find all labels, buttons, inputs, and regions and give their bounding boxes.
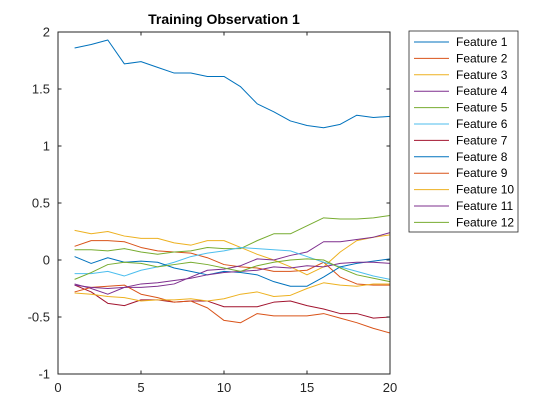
x-tick-label: 15 [300, 380, 314, 395]
legend-label: Feature 12 [456, 215, 514, 229]
series-layer [74, 39, 391, 334]
legend-label: Feature 9 [456, 166, 508, 180]
legend-label: Feature 8 [456, 150, 508, 164]
y-tick-label: 2 [43, 25, 50, 40]
series-line [74, 246, 391, 280]
chart-title: Training Observation 1 [148, 11, 300, 27]
series-line [74, 261, 391, 289]
x-tick-label: 0 [54, 380, 61, 395]
y-tick-label: -1 [38, 367, 50, 382]
series-line [74, 282, 390, 302]
series-line [74, 284, 391, 319]
legend-label: Feature 4 [456, 84, 508, 98]
legend-box [408, 30, 519, 233]
series-line [74, 215, 391, 255]
y-tick-label: 0 [43, 253, 50, 268]
y-tick-label: 1 [43, 139, 50, 154]
series-line [74, 39, 391, 129]
legend-label: Feature 6 [456, 117, 508, 131]
x-tick-label: 20 [383, 380, 397, 395]
legend-label: Feature 10 [456, 183, 514, 197]
y-tick-label: 1.5 [32, 82, 50, 97]
x-tick-label: 5 [137, 380, 144, 395]
series-line [74, 232, 391, 295]
legend-label: Feature 5 [456, 101, 508, 115]
plot-area [58, 32, 390, 374]
series-line [74, 240, 390, 286]
x-tick-label: 10 [217, 380, 231, 395]
legend-label: Feature 2 [456, 51, 508, 65]
legend-label: Feature 7 [456, 133, 508, 147]
legend-label: Feature 3 [456, 68, 508, 82]
y-tick-label: -0.5 [28, 310, 50, 325]
legend-label: Feature 11 [456, 199, 513, 213]
y-tick-label: 0.5 [32, 196, 50, 211]
axes-layer: 0 5 10 15 20 -1 -0.5 0 0.5 1 1.5 2 [28, 25, 398, 396]
legend-items: Feature 1 Feature 2 Feature 3 Feature 4 Feat… [414, 35, 514, 229]
series-line [74, 229, 391, 276]
legend-label: Feature 1 [456, 35, 508, 49]
legend: Feature 1 Feature 2 Feature 3 Feature 4 Feat… [408, 30, 519, 233]
series-line [74, 258, 391, 283]
